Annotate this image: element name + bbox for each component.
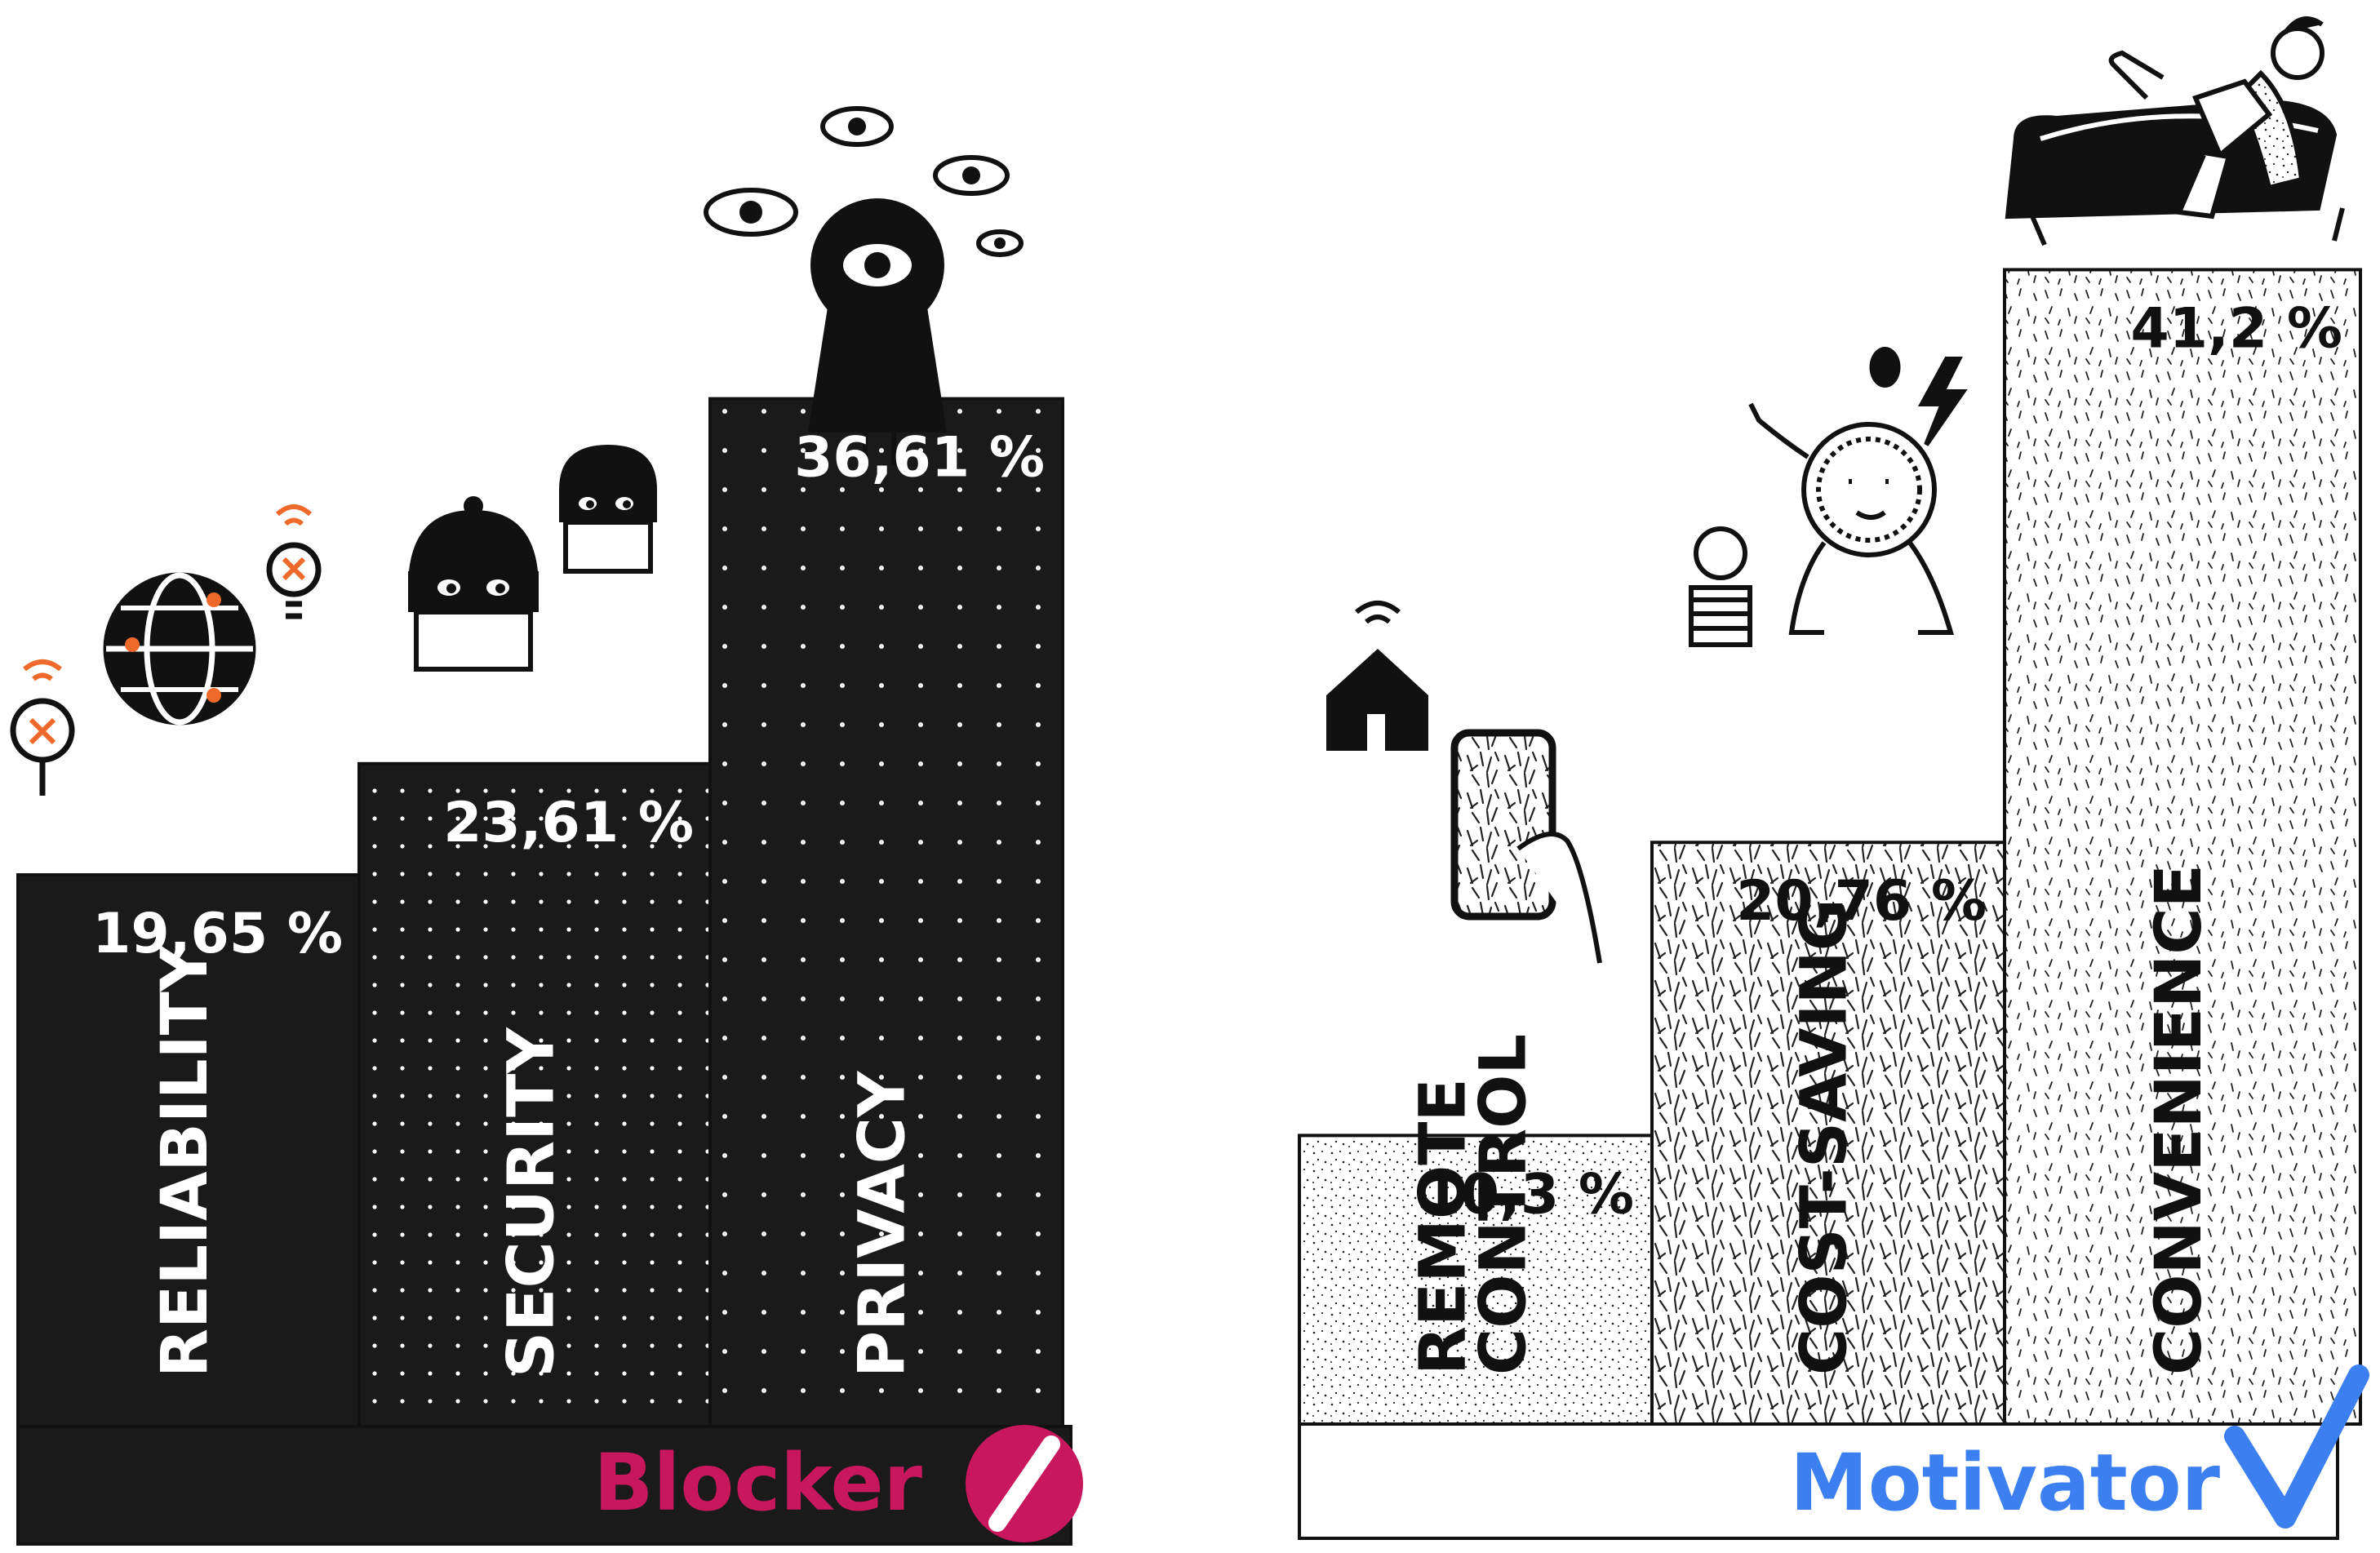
value-label: 23,61 % (443, 791, 694, 855)
motivator-label: Motivator (1790, 1437, 2220, 1529)
bar-privacy (708, 397, 1064, 1429)
broken-bulb-globe-icon (10, 504, 322, 796)
value-label: 20,76 % (1736, 869, 1987, 934)
coin-stack-icon (1689, 526, 1752, 647)
bar-cost-saving (1650, 841, 2006, 1426)
category-label: RELIABILITY (149, 944, 222, 1378)
smart-home-phone-icon (1326, 601, 1602, 964)
lounging-person-icon (2005, 16, 2345, 246)
no-entry-icon (966, 1425, 1083, 1542)
category-label: REMOTECONTROL (1407, 1034, 1541, 1375)
category-label: SECURITY (495, 1027, 569, 1378)
keyhole-eye-icon (704, 106, 1023, 465)
value-label: 19,65 % (92, 902, 343, 966)
category-label: CONVENIENCE (2142, 864, 2216, 1375)
value-label: 10,3 % (1422, 1162, 1634, 1227)
value-label: 41,2 % (2130, 296, 2342, 361)
blocker-label: Blocker (593, 1437, 922, 1529)
blocker-plinth (16, 1425, 1072, 1546)
category-label: PRIVACY (846, 1070, 920, 1378)
masked-burglar-icon (408, 445, 657, 672)
bar-security (357, 761, 713, 1428)
value-label: 36,61 % (794, 426, 1045, 490)
coin-character-icon (1689, 347, 1968, 647)
bar-remote-control (1298, 1134, 1654, 1427)
checkmark-icon (2224, 1364, 2369, 1529)
motivator-plinth (1298, 1422, 2339, 1540)
bar-reliability (16, 873, 362, 1429)
category-label: COST-SAVING (1788, 899, 1862, 1375)
bar-convenience (2003, 268, 2362, 1426)
